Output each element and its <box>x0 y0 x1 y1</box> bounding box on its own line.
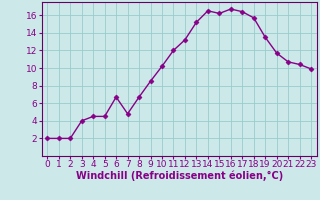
X-axis label: Windchill (Refroidissement éolien,°C): Windchill (Refroidissement éolien,°C) <box>76 171 283 181</box>
